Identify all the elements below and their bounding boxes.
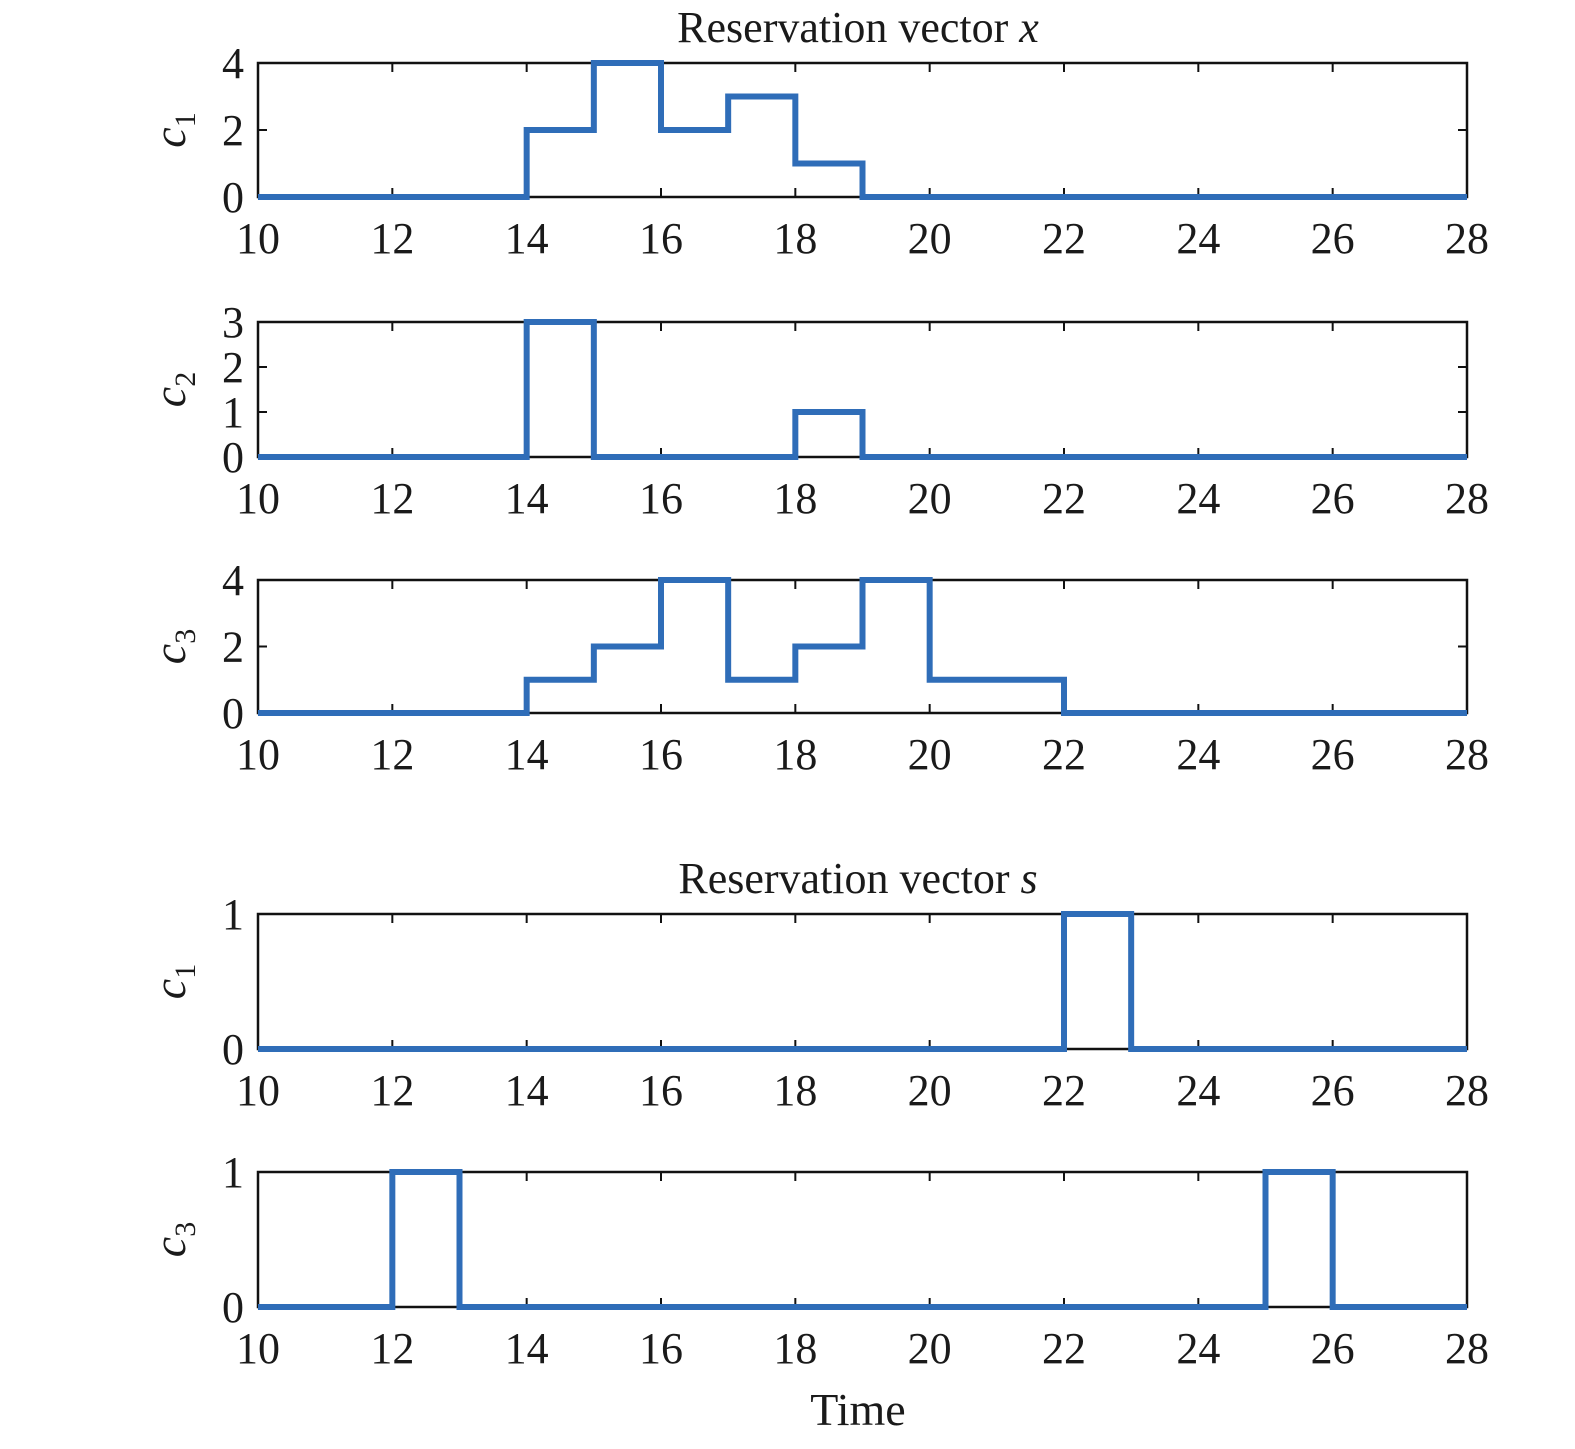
- axes-frame: [256, 1170, 1469, 1309]
- x-tick-label: 12: [370, 214, 414, 263]
- x-tick-label: 24: [1176, 1066, 1220, 1115]
- subplot-5: 10 12 14 16 18 20 22 24 26 28 0 1 c3: [144, 1148, 1489, 1373]
- y-tick-label: 2: [222, 623, 244, 672]
- title-reservation-vector-s: Reservation vector s: [678, 854, 1037, 903]
- x-tick-label: 14: [505, 730, 549, 779]
- x-tick-label: 22: [1042, 1324, 1086, 1373]
- series-line: [258, 60, 1467, 200]
- x-tick-label: 28: [1445, 474, 1489, 523]
- y-tick-label: 0: [222, 173, 244, 222]
- y-tick-label: 0: [222, 433, 244, 482]
- title-reservation-vector-x: Reservation vector x: [677, 3, 1039, 52]
- x-tick-label: 10: [236, 1324, 280, 1373]
- y-tick-label: 1: [222, 388, 244, 437]
- y-tick-label: 0: [222, 689, 244, 738]
- x-tick-label: 10: [236, 474, 280, 523]
- y-tick-label: 4: [222, 39, 244, 88]
- x-tick-label: 26: [1311, 214, 1355, 263]
- y-axis-label: c3: [144, 1222, 202, 1257]
- series-line: [258, 911, 1467, 1052]
- series-line: [258, 577, 1467, 716]
- x-tick-label: 10: [236, 1066, 280, 1115]
- x-tick-label: 28: [1445, 1324, 1489, 1373]
- y-tick-label: 0: [222, 1025, 244, 1074]
- x-tick-label: 20: [908, 1066, 952, 1115]
- x-tick-label: 26: [1311, 1324, 1355, 1373]
- x-tick-label: 28: [1445, 730, 1489, 779]
- y-tick-label: 4: [222, 556, 244, 605]
- x-tick-label: 18: [773, 1066, 817, 1115]
- x-tick-label: 10: [236, 214, 280, 263]
- x-tick-label: 22: [1042, 730, 1086, 779]
- y-axis-label: c3: [144, 629, 202, 664]
- x-tick-label: 22: [1042, 474, 1086, 523]
- x-tick-label: 28: [1445, 1066, 1489, 1115]
- x-tick-label: 24: [1176, 474, 1220, 523]
- x-tick-label: 16: [639, 214, 683, 263]
- x-tick-label: 14: [505, 214, 549, 263]
- x-tick-label: 20: [908, 730, 952, 779]
- x-axis-label: Time: [810, 1384, 905, 1435]
- x-tick-label: 26: [1311, 1066, 1355, 1115]
- x-tick-label: 26: [1311, 730, 1355, 779]
- x-tick-label: 16: [639, 474, 683, 523]
- y-tick-label: 2: [222, 106, 244, 155]
- x-tick-label: 16: [639, 1324, 683, 1373]
- x-tick-label: 18: [773, 730, 817, 779]
- y-axis-label: c1: [144, 964, 202, 999]
- x-tick-label: 22: [1042, 214, 1086, 263]
- x-tick-label: 28: [1445, 214, 1489, 263]
- x-tick-label: 20: [908, 1324, 952, 1373]
- series-line: [258, 1169, 1467, 1310]
- x-tick-label: 14: [505, 474, 549, 523]
- y-tick-label: 3: [222, 298, 244, 347]
- x-tick-label: 16: [639, 730, 683, 779]
- x-tick-label: 20: [908, 214, 952, 263]
- x-tick-label: 12: [370, 1324, 414, 1373]
- x-tick-label: 24: [1176, 730, 1220, 779]
- series-line: [258, 319, 1467, 460]
- x-tick-label: 16: [639, 1066, 683, 1115]
- axes-frame: [256, 912, 1469, 1051]
- x-tick-label: 18: [773, 1324, 817, 1373]
- x-tick-label: 24: [1176, 1324, 1220, 1373]
- x-tick-label: 22: [1042, 1066, 1086, 1115]
- x-tick-label: 12: [370, 730, 414, 779]
- x-tick-label: 18: [773, 214, 817, 263]
- y-tick-label: 1: [222, 890, 244, 939]
- x-tick-label: 14: [505, 1324, 549, 1373]
- x-tick-label: 10: [236, 730, 280, 779]
- y-tick-label: 0: [222, 1283, 244, 1332]
- x-tick-label: 18: [773, 474, 817, 523]
- subplot-4: 10 12 14 16 18 20 22 24 26 28 0 1 c1: [144, 890, 1489, 1115]
- y-axis-label: c2: [144, 372, 202, 407]
- x-tick-label: 24: [1176, 214, 1220, 263]
- y-tick-label: 1: [222, 1148, 244, 1197]
- x-tick-label: 14: [505, 1066, 549, 1115]
- x-tick-label: 12: [370, 1066, 414, 1115]
- y-axis-label: c1: [144, 112, 202, 147]
- x-tick-label: 26: [1311, 474, 1355, 523]
- y-tick-label: 2: [222, 343, 244, 392]
- x-tick-label: 20: [908, 474, 952, 523]
- x-tick-label: 12: [370, 474, 414, 523]
